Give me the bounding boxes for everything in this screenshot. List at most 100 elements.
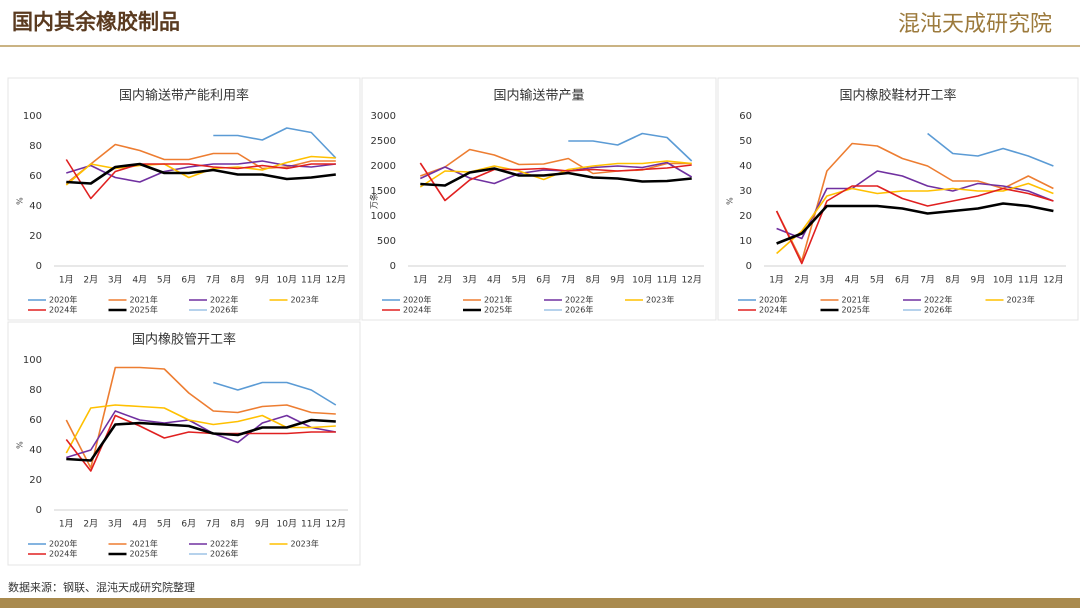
series-line [568,132,693,162]
y-axis-label: % [16,197,25,205]
y-tick-label: 0 [36,261,42,272]
x-tick-label: 9月 [255,275,270,286]
series-line [213,381,337,406]
source-note: 数据来源：钢联、混沌天成研究院整理 [8,580,195,594]
x-tick-label: 12月 [326,519,346,530]
legend-label: 2022年 [210,539,238,549]
x-tick-label: 2月 [438,275,453,286]
y-tick-label: 100 [23,111,42,122]
legend-label: 2020年 [403,295,431,305]
legend-label: 2023年 [1007,295,1035,305]
x-tick-label: 11月 [301,519,321,530]
legend-label: 2024年 [759,305,787,315]
y-axis-label: % [16,441,25,449]
legend-label: 2023年 [291,295,319,305]
y-tick-label: 500 [377,236,396,247]
y-tick-label: 2500 [371,136,396,147]
series-line [66,162,336,185]
chart-title: 国内输送带产能利用率 [119,88,249,104]
x-tick-label: 1月 [769,275,784,286]
legend-label: 2024年 [49,549,77,559]
legend-label: 2026年 [210,549,238,559]
x-tick-label: 11月 [301,275,321,286]
y-tick-label: 0 [746,261,752,272]
x-tick-label: 12月 [1043,275,1063,286]
legend-label: 2022年 [210,295,238,305]
x-tick-label: 3月 [108,519,123,530]
legend-label: 2022年 [924,295,952,305]
y-tick-label: 50 [739,136,752,147]
x-tick-label: 7月 [920,275,935,286]
x-tick-label: 12月 [681,275,701,286]
legend-label: 2026年 [924,305,952,315]
x-tick-label: 5月 [157,519,172,530]
y-axis-label: % [726,197,735,205]
y-tick-label: 80 [29,385,42,396]
y-tick-label: 80 [29,141,42,152]
x-tick-label: 4月 [132,519,147,530]
x-tick-label: 12月 [326,275,346,286]
legend-label: 2020年 [49,539,77,549]
legend-label: 2024年 [49,305,77,315]
chart-panel [7,77,361,321]
x-tick-label: 11月 [1018,275,1038,286]
y-tick-label: 20 [739,211,752,222]
legend-label: 2026年 [565,305,593,315]
y-tick-label: 2000 [371,161,396,172]
y-tick-label: 40 [29,445,42,456]
x-tick-label: 6月 [536,275,551,286]
x-tick-label: 2月 [83,275,98,286]
y-tick-label: 3000 [371,111,396,122]
x-tick-label: 7月 [206,275,221,286]
chart-panel [7,321,361,566]
x-tick-label: 9月 [255,519,270,530]
y-tick-label: 60 [739,111,752,122]
y-axis-label: 万条 [369,193,379,209]
x-tick-label: 1月 [413,275,428,286]
series-line [65,159,336,200]
x-tick-label: 8月 [945,275,960,286]
x-tick-label: 2月 [83,519,98,530]
y-tick-label: 20 [29,231,42,242]
x-tick-label: 4月 [487,275,502,286]
x-tick-label: 9月 [971,275,986,286]
y-tick-label: 1000 [371,211,396,222]
x-tick-label: 2月 [794,275,809,286]
x-tick-label: 10月 [632,275,652,286]
x-tick-label: 8月 [230,519,245,530]
x-tick-label: 5月 [870,275,885,286]
page-title: 国内其余橡胶制品 [12,10,180,34]
x-tick-label: 4月 [132,275,147,286]
x-tick-label: 11月 [657,275,677,286]
legend-label: 2021年 [842,295,870,305]
x-tick-label: 3月 [462,275,477,286]
y-tick-label: 30 [739,186,752,197]
series-line [66,410,336,459]
legend-label: 2021年 [130,539,158,549]
x-tick-label: 5月 [512,275,527,286]
chart-title: 国内橡胶管开工率 [132,332,236,348]
series-line [776,170,1054,240]
legend-label: 2025年 [484,305,512,315]
y-tick-label: 1500 [371,186,396,197]
series-line [65,414,336,472]
series-line [66,418,336,462]
x-tick-label: 3月 [820,275,835,286]
y-tick-label: 0 [390,261,396,272]
legend-label: 2020年 [49,295,77,305]
x-tick-label: 5月 [157,275,172,286]
series-line [65,155,336,186]
series-line [776,202,1054,245]
chart-title: 国内输送带产量 [493,88,584,104]
y-tick-label: 40 [29,201,42,212]
x-tick-label: 1月 [59,275,74,286]
x-tick-label: 8月 [586,275,601,286]
x-tick-label: 1月 [59,519,74,530]
y-tick-label: 60 [29,171,42,182]
y-tick-label: 100 [23,355,42,366]
legend-label: 2025年 [130,549,158,559]
x-tick-label: 6月 [181,519,196,530]
series-line [65,366,336,469]
chart-panel [717,77,1079,321]
